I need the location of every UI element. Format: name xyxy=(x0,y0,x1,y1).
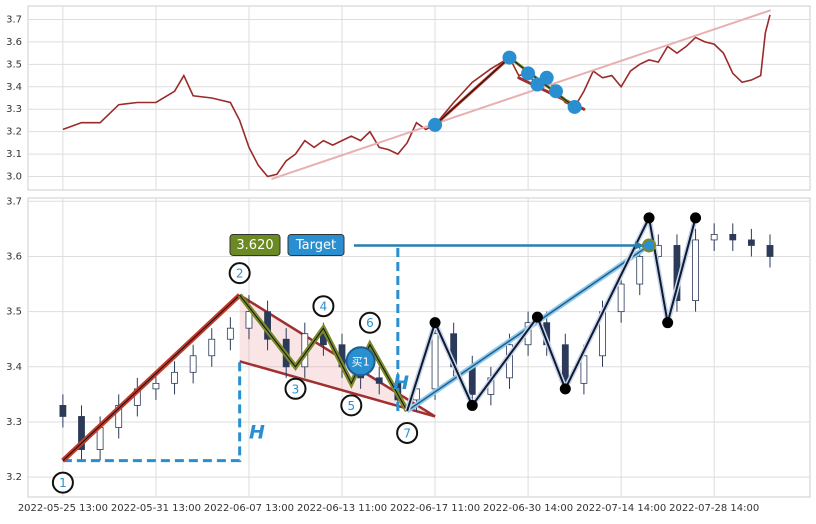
candle-body xyxy=(78,416,85,450)
price-tag xyxy=(229,233,281,256)
candle-body xyxy=(59,405,67,417)
plot-frame xyxy=(27,5,811,191)
y-tick-label: 3.5 xyxy=(6,59,22,70)
zigzag-point xyxy=(662,317,674,329)
pivot-label: 7 xyxy=(403,426,411,440)
pivot-dot xyxy=(549,84,564,99)
y-tick-label: 3.2 xyxy=(6,472,22,483)
y-tick-label: 3.7 xyxy=(6,14,22,25)
pivot-dot xyxy=(539,70,554,85)
y-tick-label: 3.3 xyxy=(6,104,22,115)
zigzag-point xyxy=(643,212,655,224)
pivot-label: 4 xyxy=(320,300,328,314)
pattern-line xyxy=(271,9,771,180)
candle-body xyxy=(152,382,160,390)
candle-body xyxy=(468,366,476,395)
pattern-core xyxy=(434,57,510,126)
pivot-marker xyxy=(51,471,74,494)
candle-body xyxy=(171,371,178,384)
x-tick-label: 2022-05-25 13:00 xyxy=(18,503,108,514)
pivot-dot xyxy=(521,66,536,81)
candle-body xyxy=(617,283,625,313)
pivot-marker xyxy=(284,377,307,400)
target-tag-label: Target xyxy=(295,238,336,253)
pivot-label: 5 xyxy=(347,399,355,413)
x-tick-label: 2022-06-30 14:00 xyxy=(483,503,573,514)
candle-body xyxy=(692,239,699,302)
height-label: H xyxy=(249,422,265,444)
candle-body xyxy=(189,355,197,373)
x-tick-label: 2022-05-31 13:00 xyxy=(111,503,201,514)
x-tick-label: 2022-07-28 14:00 xyxy=(669,503,759,514)
pivot-label: 1 xyxy=(59,476,67,490)
y-tick-label: 3.5 xyxy=(6,307,22,318)
target-tag xyxy=(287,233,345,256)
target-arrow-head xyxy=(635,241,646,250)
y-tick-label: 3.0 xyxy=(6,172,22,183)
height-label: H xyxy=(393,372,409,394)
buy-label: 买1 xyxy=(352,355,370,368)
candle-body xyxy=(747,239,755,246)
buy-marker xyxy=(345,346,376,377)
x-tick-label: 2022-06-07 13:00 xyxy=(204,503,294,514)
pivot-marker xyxy=(340,394,363,417)
pivot-dot xyxy=(567,99,582,114)
pivot-marker xyxy=(358,311,381,334)
candle-body xyxy=(636,256,644,285)
y-tick-label: 3.1 xyxy=(6,149,22,160)
x-tick-label: 2022-06-17 11:00 xyxy=(390,503,480,514)
y-tick-label: 3.7 xyxy=(6,196,22,207)
pivot-marker xyxy=(228,262,251,285)
price-tag-label: 3.620 xyxy=(236,238,273,253)
zigzag-line xyxy=(406,214,697,412)
price-line xyxy=(62,14,771,178)
y-tick-label: 3.6 xyxy=(6,251,22,262)
pivot-dot xyxy=(428,117,443,132)
pivot-marker xyxy=(396,421,419,444)
zigzag-point xyxy=(466,399,478,411)
pivot-label: 3 xyxy=(292,382,300,396)
pivot-dot xyxy=(502,50,517,65)
y-tick-label: 3.3 xyxy=(6,417,22,428)
zigzag-point xyxy=(559,383,571,395)
y-tick-label: 3.4 xyxy=(6,362,22,373)
y-tick-label: 3.2 xyxy=(6,127,22,138)
candle-body xyxy=(710,234,718,241)
pivot-label: 6 xyxy=(366,316,374,330)
height-dash xyxy=(62,361,242,463)
x-tick-label: 2022-06-13 11:00 xyxy=(297,503,387,514)
zigzag-point xyxy=(531,311,543,323)
candle-body xyxy=(226,327,234,340)
rise-core xyxy=(62,294,241,461)
y-tick-label: 3.4 xyxy=(6,82,22,93)
x-tick-label: 2022-07-14 14:00 xyxy=(576,503,666,514)
pivot-label: 2 xyxy=(236,267,244,281)
candle-body xyxy=(245,311,253,329)
pivot-marker xyxy=(312,295,335,318)
zigzag-point xyxy=(690,212,702,224)
y-tick-label: 3.6 xyxy=(6,37,22,48)
zigzag-point xyxy=(429,317,441,329)
candle-body xyxy=(208,338,216,357)
candle-body xyxy=(729,234,737,241)
candle-body xyxy=(766,245,774,257)
candle-body xyxy=(431,333,439,390)
wave-core xyxy=(239,294,408,412)
candle-body xyxy=(375,377,383,384)
